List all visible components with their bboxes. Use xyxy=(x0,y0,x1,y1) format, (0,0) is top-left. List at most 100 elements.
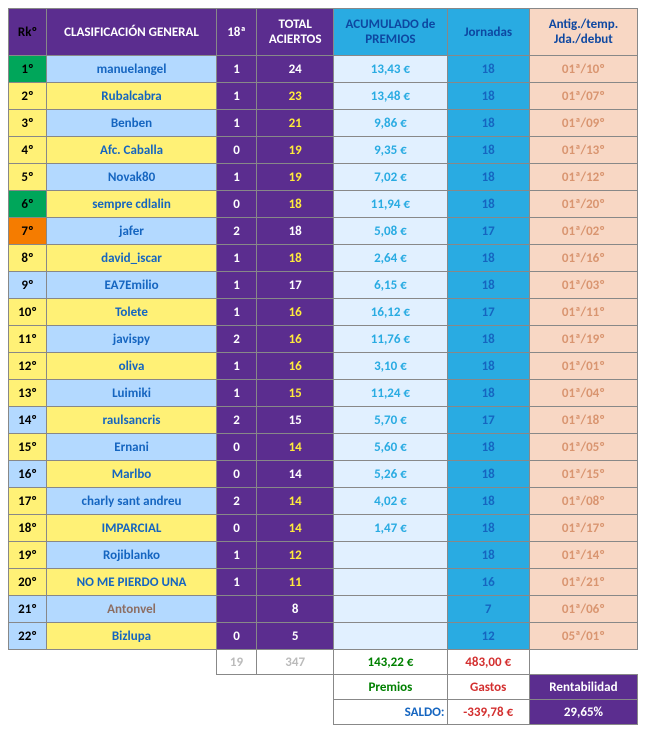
saldo-val: -339,78 € xyxy=(447,700,529,725)
total-cell: 16 xyxy=(257,299,334,326)
acum-cell: 11,76 € xyxy=(334,326,447,353)
j18-cell: 2 xyxy=(216,218,256,245)
total-cell: 15 xyxy=(257,380,334,407)
jornadas-cell: 18 xyxy=(447,488,529,515)
name-cell: Benben xyxy=(47,110,217,137)
table-row: 13ºLuimiki11511,24 €1801ª/04º xyxy=(9,380,638,407)
table-row: 4ºAfc. Caballa0199,35 €1801ª/13º xyxy=(9,137,638,164)
acum-cell xyxy=(334,596,447,623)
total-cell: 11 xyxy=(257,569,334,596)
acum-cell: 11,24 € xyxy=(334,380,447,407)
total-cell: 16 xyxy=(257,353,334,380)
name-cell: charly sant andreu xyxy=(47,488,217,515)
rank-cell: 1º xyxy=(9,56,47,83)
jornadas-cell: 18 xyxy=(447,83,529,110)
antig-cell: 01ª/20º xyxy=(529,191,637,218)
table-row: 18ºIMPARCIAL0141,47 €1801ª/17º xyxy=(9,515,638,542)
jornadas-cell: 18 xyxy=(447,191,529,218)
hdr-j18: 18ª xyxy=(216,9,256,56)
rank-cell: 21º xyxy=(9,596,47,623)
total-cell: 5 xyxy=(257,623,334,650)
antig-cell: 01ª/03º xyxy=(529,272,637,299)
hdr-acum: ACUMULADO de PREMIOS xyxy=(334,9,447,56)
antig-cell: 01ª/11º xyxy=(529,299,637,326)
j18-cell: 1 xyxy=(216,380,256,407)
acum-cell: 3,10 € xyxy=(334,353,447,380)
name-cell: Antonvel xyxy=(47,596,217,623)
rank-cell: 3º xyxy=(9,110,47,137)
j18-cell: 1 xyxy=(216,569,256,596)
acum-cell: 6,15 € xyxy=(334,272,447,299)
acum-cell: 2,64 € xyxy=(334,245,447,272)
jornadas-cell: 18 xyxy=(447,56,529,83)
j18-cell: 2 xyxy=(216,407,256,434)
jornadas-cell: 17 xyxy=(447,299,529,326)
gastos-val: 483,00 € xyxy=(447,650,529,675)
j18-cell: 0 xyxy=(216,434,256,461)
table-row: 3ºBenben1219,86 €1801ª/09º xyxy=(9,110,638,137)
premios-lbl: Premios xyxy=(334,675,447,700)
j18-cell: 1 xyxy=(216,110,256,137)
table-row: 14ºraulsancris2155,70 €1701ª/18º xyxy=(9,407,638,434)
rank-cell: 11º xyxy=(9,326,47,353)
name-cell: EA7Emilio xyxy=(47,272,217,299)
antig-cell: 01ª/14º xyxy=(529,542,637,569)
j18-cell: 1 xyxy=(216,83,256,110)
rent-val: 29,65% xyxy=(529,700,637,725)
total-cell: 14 xyxy=(257,488,334,515)
rank-cell: 19º xyxy=(9,542,47,569)
rank-cell: 8º xyxy=(9,245,47,272)
antig-cell: 01ª/12º xyxy=(529,164,637,191)
jornadas-cell: 18 xyxy=(447,542,529,569)
acum-cell: 13,48 € xyxy=(334,83,447,110)
jornadas-cell: 17 xyxy=(447,218,529,245)
gastos-lbl: Gastos xyxy=(447,675,529,700)
jornadas-cell: 18 xyxy=(447,110,529,137)
total-cell: 16 xyxy=(257,326,334,353)
j18-cell xyxy=(216,596,256,623)
acum-cell xyxy=(334,623,447,650)
j18-cell: 2 xyxy=(216,326,256,353)
acum-cell xyxy=(334,569,447,596)
antig-cell: 01ª/06º xyxy=(529,596,637,623)
table-row: 5ºNovak801197,02 €1801ª/12º xyxy=(9,164,638,191)
rank-cell: 20º xyxy=(9,569,47,596)
antig-cell: 05ª/01º xyxy=(529,623,637,650)
jornadas-cell: 18 xyxy=(447,461,529,488)
name-cell: oliva xyxy=(47,353,217,380)
hdr-rank: Rkº xyxy=(9,9,47,56)
acum-cell: 7,02 € xyxy=(334,164,447,191)
j18-cell: 1 xyxy=(216,542,256,569)
j18-cell: 0 xyxy=(216,191,256,218)
jornadas-cell: 18 xyxy=(447,353,529,380)
acum-cell: 5,70 € xyxy=(334,407,447,434)
table-row: 19ºRojiblanko1121801ª/14º xyxy=(9,542,638,569)
rent-lbl: Rentabilidad xyxy=(529,675,637,700)
header-row: Rkº CLASIFICACIÓN GENERAL 18ª TOTAL ACIE… xyxy=(9,9,638,56)
antig-cell: 01ª/17º xyxy=(529,515,637,542)
hdr-antig: Antig./temp. Jda./debut xyxy=(529,9,637,56)
j18-cell: 0 xyxy=(216,515,256,542)
antig-cell: 01ª/10º xyxy=(529,56,637,83)
rank-cell: 15º xyxy=(9,434,47,461)
table-row: 8ºdavid_iscar1182,64 €1801ª/16º xyxy=(9,245,638,272)
jornadas-cell: 18 xyxy=(447,326,529,353)
j18-cell: 2 xyxy=(216,488,256,515)
rank-cell: 4º xyxy=(9,137,47,164)
ranking-table: Rkº CLASIFICACIÓN GENERAL 18ª TOTAL ACIE… xyxy=(8,8,638,725)
table-row: 2ºRubalcabra12313,48 €1801ª/07º xyxy=(9,83,638,110)
j18-cell: 0 xyxy=(216,623,256,650)
table-row: 17ºcharly sant andreu2144,02 €1801ª/08º xyxy=(9,488,638,515)
jornadas-cell: 16 xyxy=(447,569,529,596)
antig-cell: 01ª/16º xyxy=(529,245,637,272)
name-cell: Rubalcabra xyxy=(47,83,217,110)
table-row: 11ºjavispy21611,76 €1801ª/19º xyxy=(9,326,638,353)
antig-cell: 01ª/19º xyxy=(529,326,637,353)
name-cell: Afc. Caballa xyxy=(47,137,217,164)
antig-cell: 01ª/21º xyxy=(529,569,637,596)
acum-cell: 5,26 € xyxy=(334,461,447,488)
rank-cell: 22º xyxy=(9,623,47,650)
j18-cell: 1 xyxy=(216,272,256,299)
acum-cell: 4,02 € xyxy=(334,488,447,515)
table-row: 12ºoliva1163,10 €1801ª/01º xyxy=(9,353,638,380)
